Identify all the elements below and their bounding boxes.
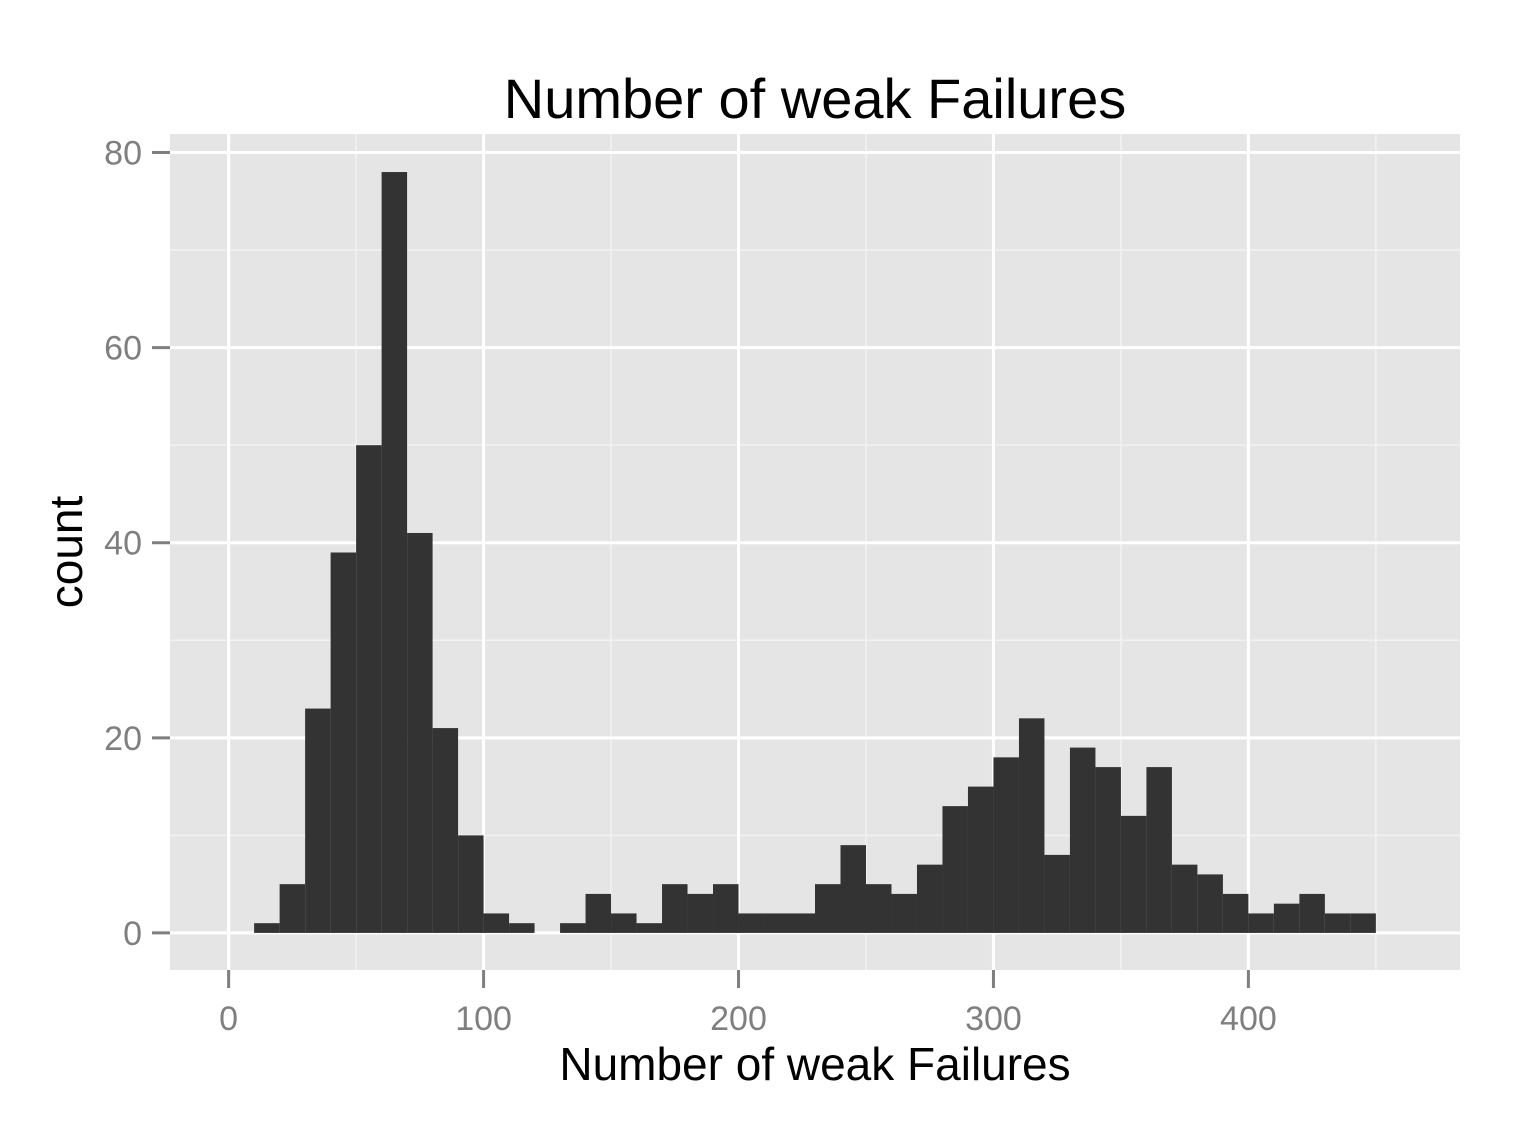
y-tick-label: 40 <box>104 525 142 563</box>
histogram-bars <box>254 172 1376 933</box>
chart-title: Number of weak Failures <box>504 67 1126 130</box>
histogram-bar <box>1120 815 1147 933</box>
histogram-bar <box>1222 893 1249 933</box>
histogram-bar <box>942 806 968 933</box>
histogram-bar <box>1273 903 1300 933</box>
x-tick-label: 300 <box>965 1000 1022 1038</box>
y-tick-label: 60 <box>104 330 142 368</box>
x-axis: 0 100 200 300 400 <box>219 970 1277 1038</box>
histogram-bar <box>662 884 688 933</box>
histogram-bar <box>967 786 994 933</box>
histogram-bar <box>1350 913 1376 933</box>
histogram-bar <box>1324 913 1351 933</box>
histogram-bar <box>356 445 382 933</box>
x-tick-label: 100 <box>455 1000 512 1038</box>
histogram-bar <box>1171 864 1198 933</box>
histogram-bar <box>1044 854 1070 933</box>
x-axis-title: Number of weak Failures <box>559 1038 1070 1090</box>
histogram-bar <box>458 835 484 933</box>
histogram-bar <box>585 893 612 933</box>
histogram-bar <box>509 923 535 933</box>
histogram-bar <box>407 532 433 933</box>
x-tick-label: 200 <box>710 1000 767 1038</box>
histogram-bar <box>1248 913 1274 933</box>
x-tick-label: 0 <box>219 1000 238 1038</box>
histogram-bar <box>1095 767 1121 933</box>
x-tick-label: 400 <box>1220 1000 1277 1038</box>
y-axis-title: count <box>40 496 92 609</box>
histogram-bar <box>611 913 637 933</box>
histogram-bar <box>764 913 790 933</box>
y-axis: 0 20 40 60 80 <box>104 135 170 953</box>
histogram-bar <box>483 913 510 933</box>
histogram-bar <box>738 913 765 933</box>
y-tick-label: 80 <box>104 135 142 173</box>
histogram-bar <box>1299 893 1325 933</box>
histogram-bar <box>560 923 586 933</box>
histogram-bar <box>815 884 841 933</box>
histogram-bar <box>713 884 739 933</box>
histogram-bar <box>687 893 714 933</box>
histogram-bar <box>789 913 815 933</box>
histogram-bar <box>330 552 357 933</box>
histogram-bar <box>254 923 280 933</box>
histogram-bar <box>993 757 1019 933</box>
histogram-bar <box>916 864 943 933</box>
histogram-bar <box>840 845 866 933</box>
histogram-bar <box>865 884 892 933</box>
histogram-bar <box>1197 874 1223 933</box>
histogram-bar <box>1069 747 1096 933</box>
histogram-bar <box>891 893 917 933</box>
histogram-bar <box>305 708 331 933</box>
y-tick-label: 20 <box>104 720 142 758</box>
histogram-bar <box>636 923 663 933</box>
histogram-bar <box>279 884 306 933</box>
histogram-bar <box>432 728 459 933</box>
histogram-bar <box>1018 718 1045 933</box>
histogram-bar <box>381 172 408 933</box>
histogram-bar <box>1146 767 1172 933</box>
y-tick-label: 0 <box>123 915 142 953</box>
